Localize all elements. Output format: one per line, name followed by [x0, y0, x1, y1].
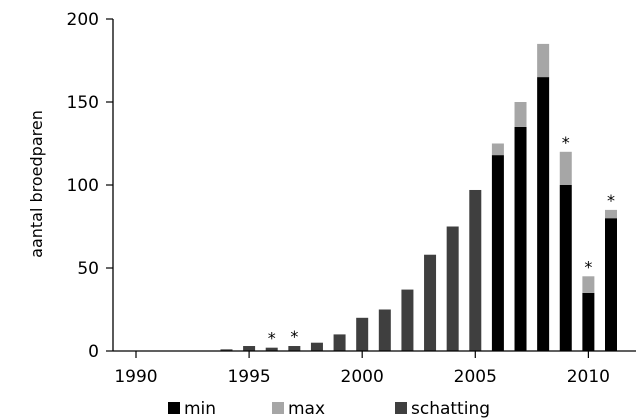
annotation-asterisk-2009: *	[562, 133, 570, 152]
bar-schatting-2001	[378, 309, 391, 351]
annotation-asterisk-1997: *	[290, 327, 298, 346]
bar-max-2007	[514, 102, 527, 127]
bar-schatting-2000	[356, 317, 369, 351]
bar-max-2010	[582, 276, 595, 293]
legend-swatch-max	[272, 402, 284, 414]
legend-swatch-min	[168, 402, 180, 414]
bar-schatting-1999	[333, 334, 346, 351]
legend-swatch-schatting	[395, 402, 407, 414]
annotations-group: * * * * *	[268, 133, 615, 348]
legend-label-min: min	[184, 399, 216, 418]
bar-min-2006	[491, 155, 504, 351]
x-tick-label-2010: 2010	[567, 367, 610, 387]
bar-schatting-2003	[424, 254, 437, 351]
bar-schatting-1998	[310, 342, 323, 351]
y-tick-label-100: 100	[67, 176, 99, 196]
bar-min-2008	[537, 77, 550, 351]
axes-group: 0 50 100 150 200 1990 1995 2000 2005 2010	[67, 10, 636, 387]
annotation-asterisk-1996: *	[268, 329, 276, 348]
x-tick-label-1990: 1990	[114, 367, 157, 387]
bar-min-2010	[582, 292, 595, 351]
y-tick-label-200: 200	[67, 10, 99, 30]
y-tick-label-50: 50	[77, 259, 99, 279]
y-tick-label-150: 150	[67, 93, 99, 113]
bar-schatting-2002	[401, 289, 414, 351]
bars-group	[220, 43, 617, 352]
annotation-asterisk-2011: *	[607, 191, 615, 210]
bar-max-2006	[491, 143, 504, 156]
x-tick-label-2005: 2005	[454, 367, 497, 387]
x-tick-label-1995: 1995	[227, 367, 270, 387]
legend-label-max: max	[288, 399, 325, 418]
bar-max-2011	[605, 209, 617, 219]
x-tick-label-2000: 2000	[341, 367, 384, 387]
legend: min max schatting	[168, 399, 490, 418]
legend-label-schatting: schatting	[411, 399, 490, 418]
bar-min-2007	[514, 126, 527, 352]
bar-schatting-2004	[446, 226, 459, 351]
bar-schatting-1995	[243, 346, 256, 351]
bar-min-2009	[559, 185, 572, 351]
bar-max-2009	[559, 151, 572, 185]
y-axis-label: aantal broedparen	[27, 110, 46, 258]
bar-min-2011	[605, 218, 617, 351]
bar-schatting-1997	[288, 346, 301, 351]
bar-max-2008	[537, 43, 550, 78]
bar-schatting-2005	[469, 189, 482, 351]
bar-schatting-1994	[220, 349, 233, 351]
bar-schatting-1996	[265, 347, 278, 351]
y-tick-label-0: 0	[88, 342, 99, 362]
annotation-asterisk-2010: *	[584, 257, 592, 276]
